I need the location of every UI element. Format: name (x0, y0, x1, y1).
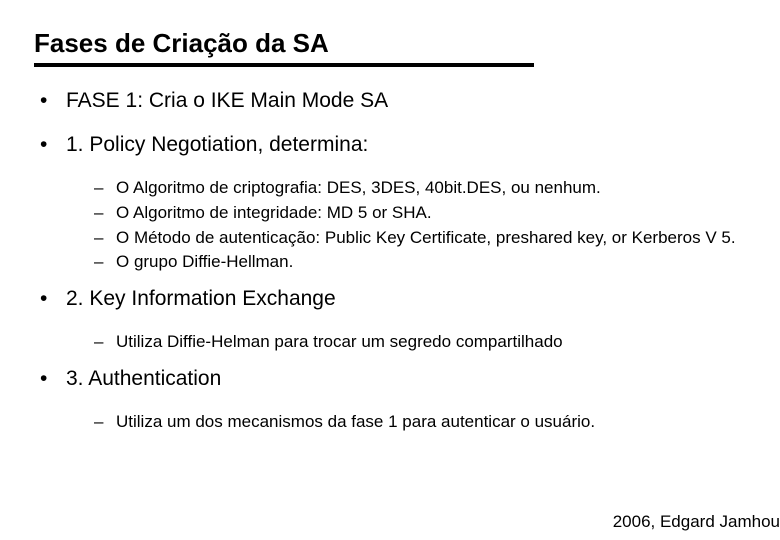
bullet-dot-icon: • (40, 367, 66, 391)
bullet-text: 1. Policy Negotiation, determina: (66, 133, 368, 157)
title-underline (34, 63, 534, 67)
sub-text: O Algoritmo de criptografia: DES, 3DES, … (116, 177, 601, 199)
dash-icon: – (94, 411, 116, 433)
bullet-dot-icon: • (40, 133, 66, 157)
bullet-dot-icon: • (40, 287, 66, 311)
dash-icon: – (94, 177, 116, 199)
dash-icon: – (94, 331, 116, 353)
sub-text: Utiliza Diffie-Helman para trocar um seg… (116, 331, 563, 353)
list-item: – Utiliza Diffie-Helman para trocar um s… (94, 331, 762, 353)
sub-text: O Método de autenticação: Public Key Cer… (116, 227, 736, 249)
dash-icon: – (94, 251, 116, 273)
bullet-text: FASE 1: Cria o IKE Main Mode SA (66, 89, 388, 113)
bullet-step1: • 1. Policy Negotiation, determina: (34, 133, 762, 157)
sub-text: O grupo Diffie-Hellman. (116, 251, 293, 273)
step1-sublist: – O Algoritmo de criptografia: DES, 3DES… (34, 177, 762, 273)
step2-sublist: – Utiliza Diffie-Helman para trocar um s… (34, 331, 762, 353)
list-item: – Utiliza um dos mecanismos da fase 1 pa… (94, 411, 762, 433)
sub-text: Utiliza um dos mecanismos da fase 1 para… (116, 411, 595, 433)
bullet-text: 3. Authentication (66, 367, 221, 391)
bullet-fase1: • FASE 1: Cria o IKE Main Mode SA (34, 89, 762, 113)
list-item: – O Algoritmo de integridade: MD 5 or SH… (94, 202, 762, 224)
footer-credit: 2006, Edgard Jamhou (613, 512, 780, 532)
step3-sublist: – Utiliza um dos mecanismos da fase 1 pa… (34, 411, 762, 433)
dash-icon: – (94, 227, 116, 249)
slide-title-block: Fases de Criação da SA (34, 28, 762, 67)
slide-title: Fases de Criação da SA (34, 28, 762, 59)
step3-block: • 3. Authentication – Utiliza um dos mec… (34, 367, 762, 433)
bullet-text: 2. Key Information Exchange (66, 287, 336, 311)
list-item: – O Algoritmo de criptografia: DES, 3DES… (94, 177, 762, 199)
bullet-dot-icon: • (40, 89, 66, 113)
step1-block: • 1. Policy Negotiation, determina: – O … (34, 133, 762, 273)
list-item: – O Método de autenticação: Public Key C… (94, 227, 762, 249)
sub-text: O Algoritmo de integridade: MD 5 or SHA. (116, 202, 432, 224)
dash-icon: – (94, 202, 116, 224)
bullet-step3: • 3. Authentication (34, 367, 762, 391)
list-item: – O grupo Diffie-Hellman. (94, 251, 762, 273)
step2-block: • 2. Key Information Exchange – Utiliza … (34, 287, 762, 353)
bullet-step2: • 2. Key Information Exchange (34, 287, 762, 311)
